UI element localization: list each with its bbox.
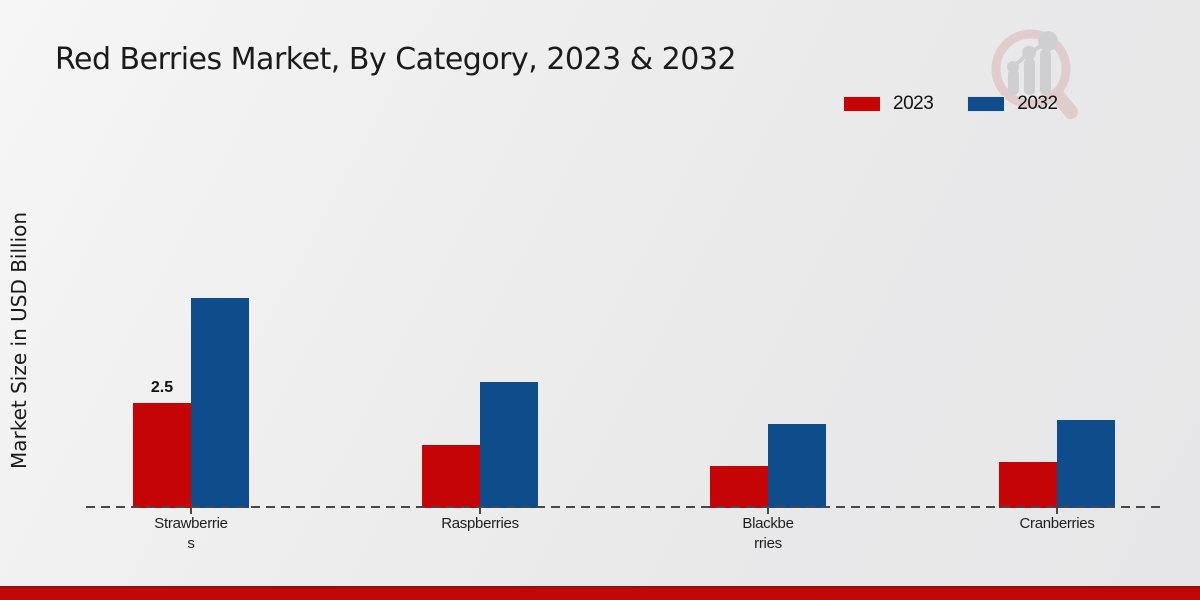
category-label-strawberries: Strawberrie s — [154, 515, 228, 552]
legend-swatch — [843, 96, 881, 112]
magnifier-bar-chart-logo-icon — [991, 29, 1078, 119]
x-axis-baseline — [86, 506, 1163, 508]
bar-2032-blackberries — [768, 424, 826, 508]
legend-label: 2023 — [893, 93, 934, 114]
bar-2032-raspberries — [480, 382, 538, 508]
axis-tick — [479, 508, 481, 514]
bar-2023-cranberries — [999, 462, 1057, 508]
legend-swatch — [967, 96, 1006, 112]
bar-value-label: 2.5 — [150, 379, 174, 396]
category-label-raspberries: Raspberries — [441, 515, 519, 532]
category-label-blackberries: Blackbe rries — [742, 515, 794, 552]
legend-item-2032: 2032 — [967, 93, 1058, 115]
axis-tick — [190, 508, 192, 514]
chart-title: Red Berries Market, By Category, 2023 & … — [55, 42, 737, 77]
legend-label: 2032 — [1017, 93, 1058, 114]
legend-item-2023: 2023 — [843, 93, 934, 115]
bar-2023-raspberries — [422, 445, 480, 508]
bar-2023-blackberries — [710, 466, 768, 508]
legend: 2023 2032 — [843, 93, 1058, 115]
axis-tick — [1056, 508, 1058, 514]
bar-2023-strawberries — [133, 403, 191, 508]
category-label-cranberries: Cranberries — [1019, 515, 1095, 532]
axis-tick — [767, 508, 769, 514]
footer-accent-bar — [0, 586, 1200, 600]
bar-2032-cranberries — [1057, 420, 1115, 508]
bar-2032-strawberries — [191, 298, 249, 508]
